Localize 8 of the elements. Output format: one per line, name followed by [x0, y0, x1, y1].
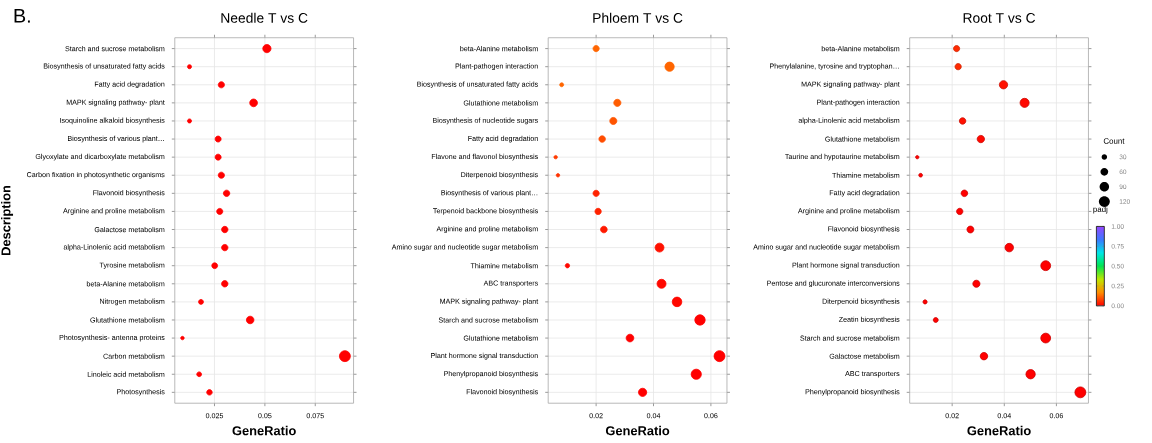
x-axis-title: GeneRatio: [605, 425, 670, 436]
x-axis-title: GeneRatio: [232, 425, 296, 436]
y-axis-title: Description: [1, 185, 14, 256]
chart-title: Needle T vs C: [221, 12, 308, 23]
chart-title: Phloem T vs C: [593, 12, 683, 23]
text: B.: [14, 8, 30, 23]
chart-title: Root T vs C: [963, 13, 1036, 23]
x-axis-title: GeneRatio: [967, 425, 1031, 436]
